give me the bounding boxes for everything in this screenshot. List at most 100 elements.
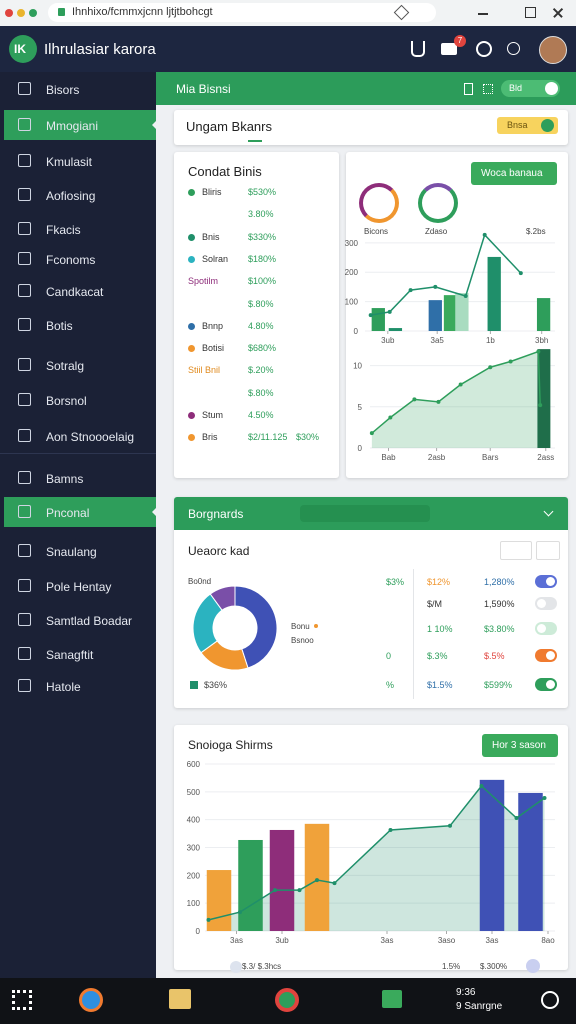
row-value: $180% — [248, 253, 277, 264]
nav-item[interactable]: Sanagftit — [4, 639, 156, 669]
nav-label: Aofiosing — [46, 189, 96, 203]
maximize[interactable] — [525, 7, 536, 18]
nav-item[interactable]: Samtlad Boadar — [4, 605, 156, 635]
nav-item[interactable]: Aofiosing — [4, 180, 156, 210]
toggle[interactable] — [535, 575, 557, 588]
toggle[interactable]: Bld — [501, 80, 560, 97]
nav-label: Bisors — [46, 83, 80, 97]
row-label: Stiil Bnil — [188, 365, 221, 376]
app-title: Ilhrulasiar karora — [44, 41, 156, 58]
nav-label: Fconoms — [46, 253, 96, 267]
row-label: Bliris — [202, 187, 222, 197]
min-dot[interactable] — [17, 9, 25, 17]
minimize[interactable] — [478, 13, 488, 15]
nav-item[interactable]: Bamns — [4, 463, 156, 493]
avatar[interactable] — [539, 36, 567, 64]
toggle[interactable] — [535, 678, 557, 691]
sort-button[interactable] — [536, 541, 560, 560]
filter-button[interactable] — [500, 541, 532, 560]
max-dot[interactable] — [29, 9, 37, 17]
row-value: $100% — [248, 276, 277, 287]
icon[interactable] — [411, 41, 425, 57]
cell: $1.5% — [427, 680, 453, 690]
toggle-knob — [546, 577, 555, 586]
nav-icon — [18, 579, 31, 592]
nav-label: Kmulasit — [46, 155, 93, 169]
close-dot[interactable] — [5, 9, 13, 17]
home-icon[interactable] — [441, 43, 457, 55]
cell: $599% — [484, 680, 513, 690]
toggle-knob — [537, 599, 546, 608]
app-icon[interactable] — [79, 988, 103, 1012]
nav-icon — [18, 154, 31, 167]
topbar-title: Mia Bisnsi — [176, 82, 231, 96]
row-extra: $30% — [296, 432, 320, 443]
nav-item[interactable]: Bisors — [4, 74, 156, 104]
app-header: IK Ilhrulasiar karora 7 — [0, 26, 576, 72]
notify-icon[interactable] — [541, 991, 559, 1009]
icon — [230, 961, 242, 973]
nav-label: Candkacat — [46, 285, 104, 299]
browser-bar: Ihnhixo/fcmmxjcnn ljtjtbohcgt — [0, 0, 576, 26]
search-field[interactable] — [300, 505, 430, 522]
cell: 1 10% — [427, 624, 453, 634]
footer-text: $.300% — [480, 962, 508, 971]
stats-button[interactable]: Woca banaua — [471, 162, 557, 185]
logo[interactable]: IK — [9, 35, 37, 63]
url-box[interactable]: Ihnhixo/fcmmxjcnn ljtjtbohcgt — [48, 3, 436, 22]
gauge — [418, 183, 458, 223]
gauge — [359, 183, 399, 223]
settings-icon[interactable] — [507, 42, 520, 55]
star-icon[interactable] — [393, 4, 410, 21]
cell: 1,280% — [484, 577, 515, 587]
cell: $12% — [427, 577, 451, 587]
row-dot — [188, 345, 195, 353]
row-label: Spotilm — [188, 276, 219, 287]
nav-item[interactable]: Borsnol — [4, 385, 156, 415]
nav-item[interactable]: Pnconal — [4, 497, 157, 527]
nav-item[interactable]: Candkacat — [4, 276, 156, 306]
card-title: Snoioga Shirms — [188, 738, 273, 752]
toggle[interactable] — [535, 622, 557, 635]
nav-item[interactable]: Hatole — [4, 671, 156, 701]
nav-item[interactable]: Sotralg — [4, 350, 156, 380]
row-value: 4.80% — [248, 320, 274, 331]
section-bar: Ungam Bkanrs Bnsa — [174, 110, 568, 145]
app-icon[interactable] — [382, 990, 402, 1008]
nav-icon — [18, 252, 31, 265]
url: Ihnhixo/fcmmxjcnn ljtjtbohcgt — [72, 6, 213, 18]
section-title: Ungam Bkanrs — [186, 119, 272, 134]
button-label: Hor 3 sason — [492, 740, 546, 751]
toggle-label: Bld — [509, 83, 523, 93]
toggle[interactable] — [535, 597, 557, 610]
nav-icon — [18, 82, 31, 95]
nav-item[interactable]: Botis — [4, 310, 156, 340]
start-icon[interactable] — [12, 990, 32, 1010]
cell: 0 — [386, 651, 392, 661]
sync-icon[interactable] — [476, 41, 492, 57]
trend-button[interactable]: Hor 3 sason — [482, 734, 558, 757]
cell: $3% — [386, 577, 405, 587]
icon[interactable] — [483, 84, 493, 94]
nav-icon — [18, 429, 31, 442]
row-dot — [188, 255, 195, 263]
nav-item[interactable]: Kmulasit — [4, 146, 156, 176]
nav-label: Hatole — [46, 680, 81, 694]
icon[interactable] — [464, 83, 473, 95]
row-value: $.80% — [248, 298, 274, 309]
nav-item[interactable]: Fconoms — [4, 244, 156, 274]
nav-item[interactable]: Mmogiani — [4, 110, 157, 140]
chevron[interactable] — [543, 506, 554, 517]
nav-item[interactable]: Snaulang — [4, 536, 156, 566]
nav-item[interactable]: Pole Hentay — [4, 571, 156, 601]
nav-item[interactable]: Aon Stnoooelaig — [4, 421, 156, 451]
nav-label: Snaulang — [46, 545, 97, 559]
app-icon[interactable] — [275, 988, 299, 1012]
section-button[interactable]: Bnsa — [497, 117, 558, 134]
app-icon[interactable] — [169, 989, 191, 1009]
nav-item[interactable]: Fkacis — [4, 214, 156, 244]
active-pointer — [147, 507, 157, 517]
row-label: Botisi — [202, 343, 225, 354]
toggle[interactable] — [535, 649, 557, 662]
row-value: 4.50% — [248, 410, 274, 420]
